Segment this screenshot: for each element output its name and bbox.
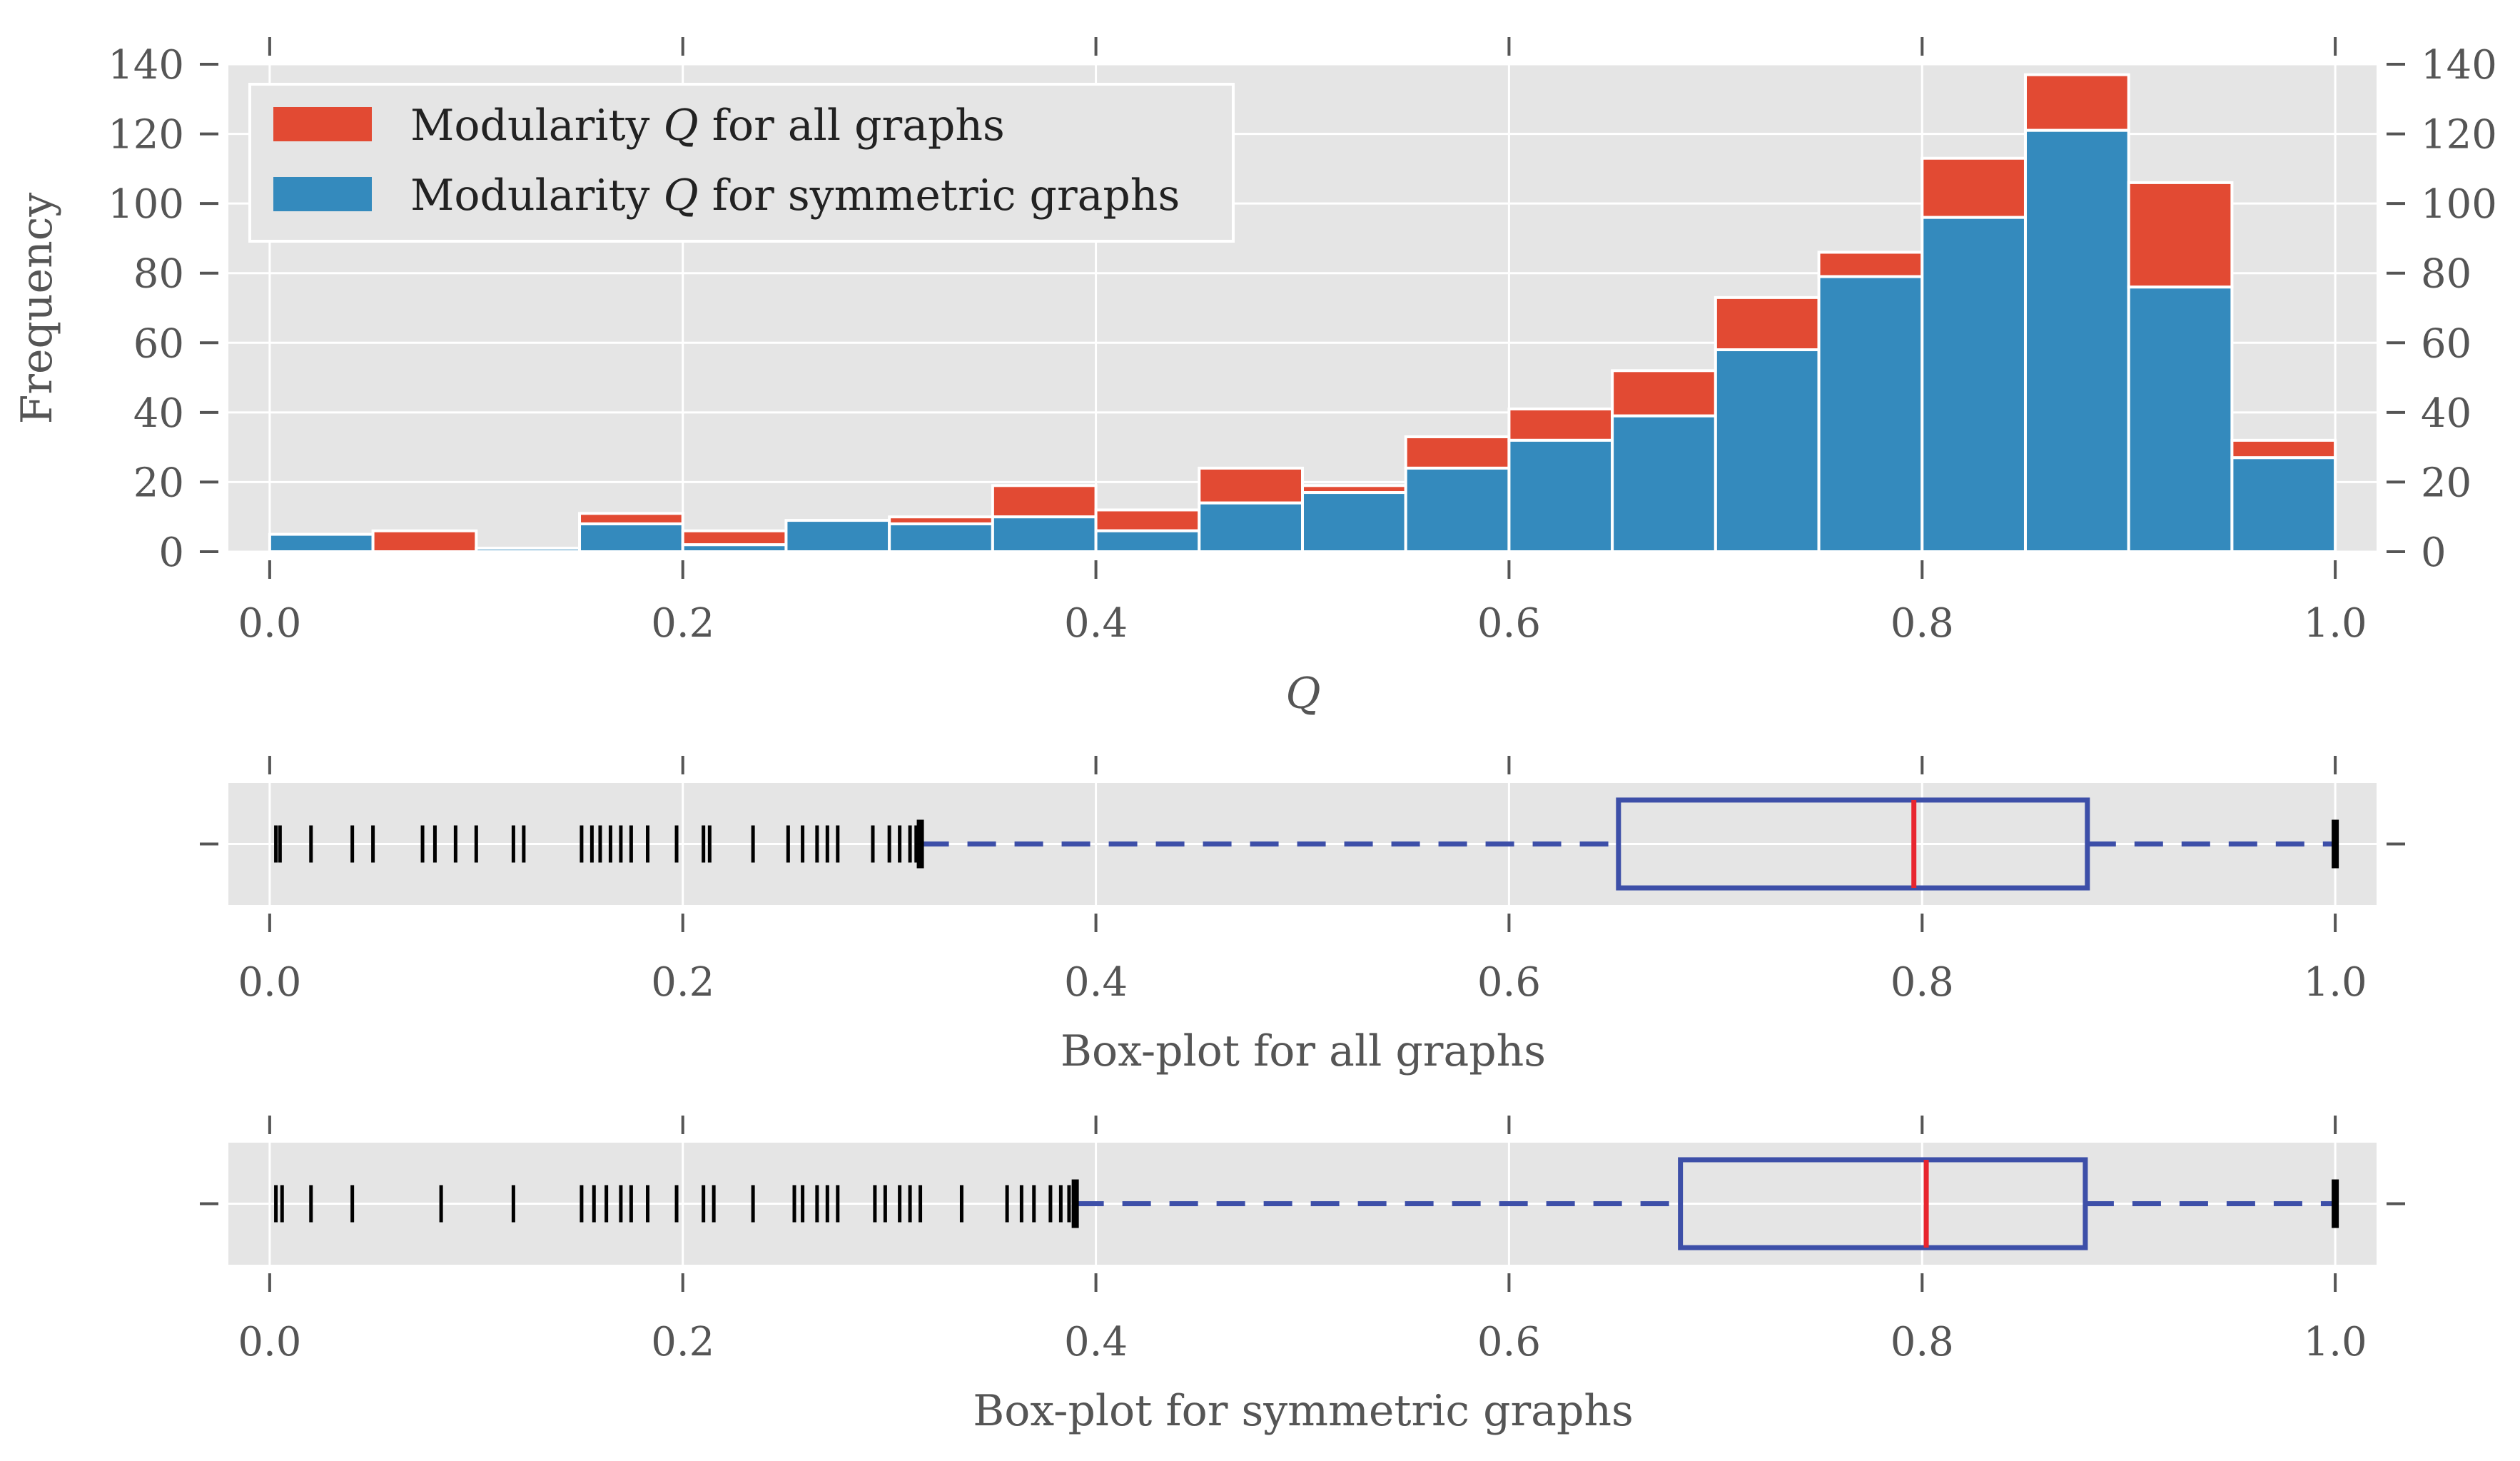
hist-bar-symmetric	[1921, 216, 2027, 553]
histogram-ticks: 0.0 0.2 0.4 0.6 0.8 1.0 0 0 20 20 40 40 60 60 80 80 100 1…	[108, 37, 2497, 647]
x-axis-label: Q	[1285, 669, 1320, 719]
hist-bar-symmetric	[1611, 414, 1717, 553]
legend-label-symmetric: Modularity Q for symmetric graphs	[410, 171, 1180, 221]
hist-bar-all	[1404, 435, 1511, 470]
hist-y-tick-label-right: 140	[2421, 42, 2497, 89]
box1-x-tick-label: 0.2	[651, 959, 714, 1006]
hist-bar-all	[1817, 251, 1924, 278]
box1-x-tick-label: 0.0	[238, 959, 301, 1006]
boxplot-all-marks	[274, 797, 2339, 891]
box2-x-tick-label: 0.6	[1477, 1319, 1541, 1365]
legend-label-all: Modularity Q for all graphs	[410, 101, 1005, 151]
hist-y-tick-label: 100	[108, 181, 184, 228]
box2-x-tick-label: 0.4	[1064, 1319, 1128, 1365]
hist-y-tick-label: 20	[133, 460, 184, 506]
hist-y-tick-label-right: 100	[2421, 181, 2497, 228]
hist-y-tick-label-right: 40	[2421, 390, 2471, 437]
hist-y-tick-label: 0	[158, 530, 184, 576]
hist-bar-symmetric	[991, 515, 1098, 554]
hist-y-tick-label: 140	[108, 42, 184, 89]
hist-y-tick-label-right: 0	[2421, 530, 2446, 576]
hist-bar-symmetric	[1817, 275, 1924, 553]
box1-x-tick-label: 1.0	[2304, 959, 2367, 1006]
hist-bar-all	[1611, 369, 1717, 418]
hist-bar-symmetric	[888, 522, 994, 554]
boxplot-all-panel: 0.0 0.2 0.4 0.6 0.8 1.0 Box-plot for all grap…	[200, 756, 2405, 1076]
legend: Modularity Q for all graphs Modularity Q…	[248, 83, 1235, 243]
boxplot-all-ticks: 0.0 0.2 0.4 0.6 0.8 1.0	[200, 756, 2405, 1006]
hist-y-tick-label: 60	[133, 320, 184, 367]
hist-bar-symmetric	[1094, 529, 1201, 554]
legend-entry-symmetric: Modularity Q for symmetric graphs	[273, 171, 1180, 221]
hist-bar-symmetric	[578, 522, 684, 554]
hist-bar-symmetric	[1404, 466, 1511, 554]
box1-x-tick-label: 0.6	[1477, 959, 1541, 1006]
box2-box	[1678, 1157, 2088, 1250]
hist-y-tick-label: 120	[108, 112, 184, 158]
boxplot-symmetric-marks	[274, 1157, 2339, 1250]
legend-box	[248, 83, 1235, 243]
hist-bar-symmetric	[2127, 285, 2234, 553]
boxplot-all-label: Box-plot for all graphs	[1061, 1026, 1546, 1076]
hist-x-tick-label: 0.0	[238, 600, 301, 647]
box2-x-tick-label: 0.8	[1891, 1319, 1954, 1365]
hist-bar-symmetric	[2023, 128, 2130, 553]
legend-label-symmetric-prefix: Modularity	[410, 171, 664, 221]
hist-bar-symmetric	[681, 543, 788, 554]
hist-y-tick-label: 40	[133, 390, 184, 437]
hist-x-tick-label: 1.0	[2304, 600, 2367, 647]
histogram-panel: 0.0 0.2 0.4 0.6 0.8 1.0 0 0 20 20 40 40 60 60 80 80 100 1…	[12, 37, 2497, 719]
legend-label-all-prefix: Modularity	[410, 101, 664, 151]
hist-y-tick-label: 80	[133, 251, 184, 298]
legend-label-all-var: Q	[664, 101, 699, 151]
hist-bar-all	[681, 529, 788, 547]
hist-y-tick-label-right: 20	[2421, 460, 2471, 506]
boxplot-symmetric-ticks: 0.0 0.2 0.4 0.6 0.8 1.0	[200, 1116, 2405, 1365]
y-axis-label: Frequency	[12, 193, 62, 425]
hist-bar-symmetric	[268, 532, 375, 553]
hist-bar-all	[1094, 508, 1201, 532]
box1-x-tick-label: 0.8	[1891, 959, 1954, 1006]
legend-label-symmetric-var: Q	[664, 171, 699, 221]
hist-bar-symmetric	[1714, 348, 1821, 553]
boxplot-symmetric-grid	[228, 1143, 2377, 1265]
hist-bar-symmetric	[1301, 491, 1407, 553]
legend-swatch-all	[273, 107, 372, 141]
hist-bar-all	[991, 484, 1098, 519]
hist-y-tick-label-right: 60	[2421, 320, 2471, 367]
hist-bar-symmetric	[2230, 456, 2337, 553]
legend-label-symmetric-suffix: for symmetric graphs	[699, 171, 1180, 221]
legend-entry-all: Modularity Q for all graphs	[273, 101, 1005, 151]
hist-bar-symmetric	[1507, 438, 1614, 554]
legend-label-all-suffix: for all graphs	[699, 101, 1005, 151]
box2-x-tick-label: 0.0	[238, 1319, 301, 1365]
box2-x-tick-label: 1.0	[2304, 1319, 2367, 1365]
hist-bar-all	[578, 512, 684, 525]
hist-y-tick-label-right: 80	[2421, 251, 2471, 298]
hist-y-tick-label-right: 120	[2421, 112, 2497, 158]
box2-x-tick-label: 0.2	[651, 1319, 714, 1365]
box1-x-tick-label: 0.4	[1064, 959, 1128, 1006]
hist-bar-symmetric	[784, 519, 891, 553]
hist-bar-all	[2230, 438, 2337, 460]
hist-bar-all	[1507, 407, 1614, 442]
hist-bar-all	[2023, 73, 2130, 132]
boxplot-symmetric-panel: 0.0 0.2 0.4 0.6 0.8 1.0 Box-plot for symmetri…	[200, 1116, 2405, 1436]
hist-bar-all	[2127, 181, 2234, 289]
hist-x-tick-label: 0.8	[1891, 600, 1954, 647]
boxplot-symmetric-label: Box-plot for symmetric graphs	[973, 1386, 1634, 1436]
hist-x-tick-label: 0.2	[651, 600, 714, 647]
hist-bar-all	[371, 529, 478, 554]
hist-x-tick-label: 0.6	[1477, 600, 1541, 647]
legend-swatch-symmetric	[273, 177, 372, 211]
histogram-bars	[268, 73, 2337, 554]
hist-x-tick-label: 0.4	[1064, 600, 1128, 647]
hist-bar-all	[1714, 295, 1821, 352]
hist-bar-all	[1198, 466, 1304, 505]
hist-bar-symmetric	[1198, 501, 1304, 554]
hist-bar-all	[1921, 156, 2027, 219]
hist-bar-symmetric	[475, 547, 582, 553]
box1-box	[1616, 797, 2090, 891]
